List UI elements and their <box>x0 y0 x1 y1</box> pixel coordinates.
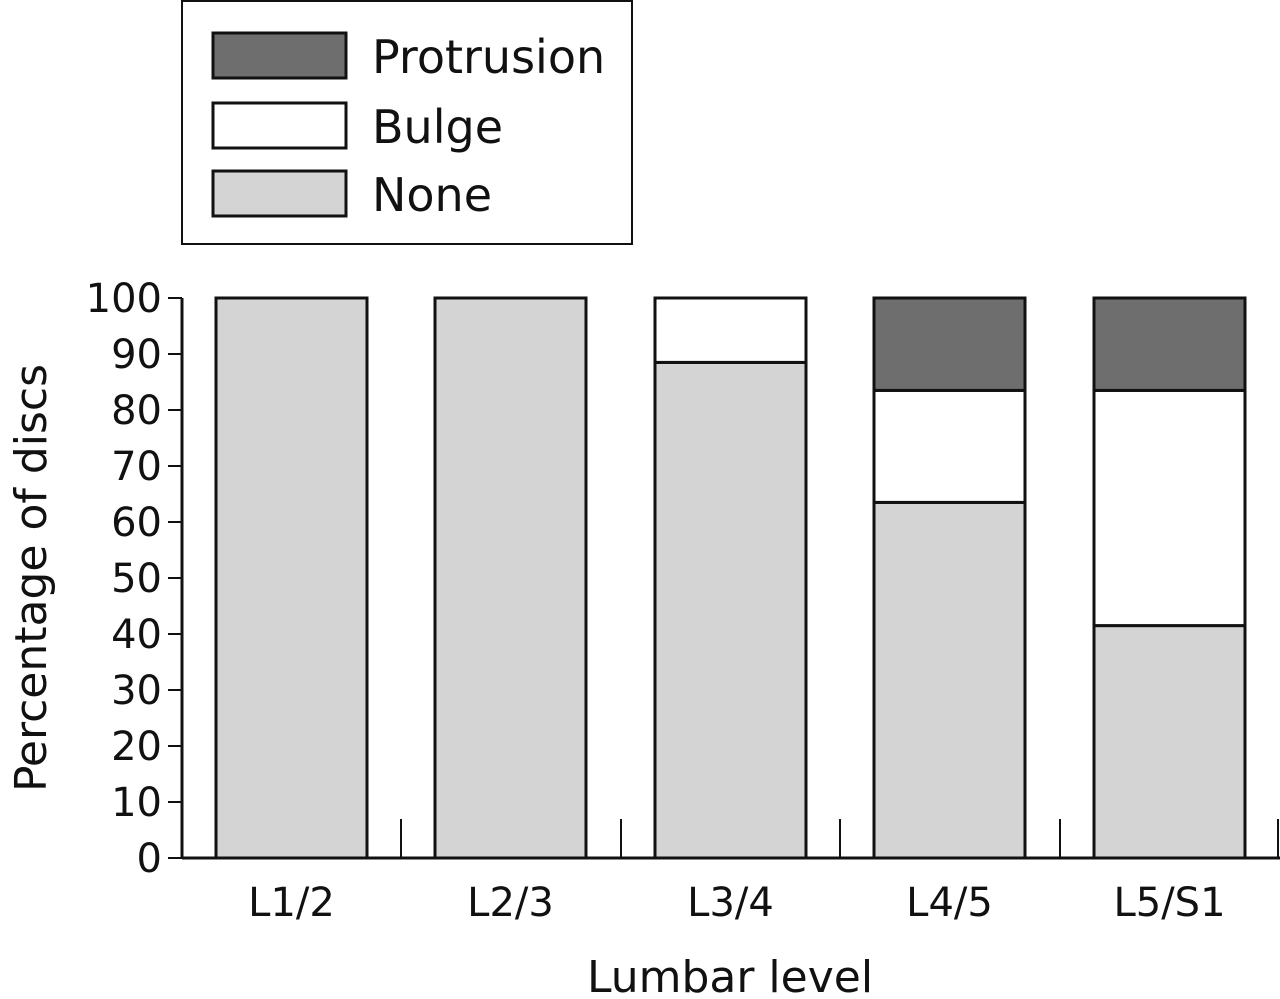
y-tick-label-10: 10 <box>111 780 162 826</box>
x-tick-label-5: L5/S1 <box>1113 880 1225 926</box>
y-axis-ticks: 0 10 20 30 40 50 60 70 80 90 100 <box>86 276 182 882</box>
y-tick-label-30: 30 <box>111 668 162 714</box>
legend-label-protrusion: Protrusion <box>372 30 605 84</box>
y-tick-label-40: 40 <box>111 612 162 658</box>
y-tick-label-20: 20 <box>111 724 162 770</box>
bar-none-1 <box>216 298 367 858</box>
y-axis-title: Percentage of discs <box>6 364 57 792</box>
x-axis-title: Lumbar level <box>587 952 873 999</box>
y-tick-label-0: 0 <box>137 836 162 882</box>
y-tick-label-70: 70 <box>111 444 162 490</box>
bar-protrusion-5 <box>1094 298 1245 390</box>
bar-none-2 <box>435 298 586 858</box>
legend: Protrusion Bulge None <box>182 1 632 244</box>
y-tick-label-90: 90 <box>111 332 162 378</box>
bars <box>216 298 1245 858</box>
x-axis-labels: L1/2 L2/3 L3/4 L4/5 L5/S1 <box>248 880 1225 926</box>
legend-swatch-protrusion <box>213 33 346 78</box>
bar-protrusion-4 <box>874 298 1025 390</box>
legend-swatch-bulge <box>213 103 346 148</box>
y-tick-label-60: 60 <box>111 500 162 546</box>
bar-bulge-4 <box>874 390 1025 502</box>
bar-none-3 <box>655 362 806 858</box>
x-tick-label-4: L4/5 <box>906 880 993 926</box>
x-tick-label-1: L1/2 <box>248 880 335 926</box>
legend-swatch-none <box>213 171 346 216</box>
y-tick-label-80: 80 <box>111 388 162 434</box>
bar-bulge-5 <box>1094 390 1245 625</box>
legend-label-bulge: Bulge <box>372 100 503 154</box>
bar-none-5 <box>1094 626 1245 858</box>
x-tick-label-3: L3/4 <box>687 880 774 926</box>
y-tick-label-50: 50 <box>111 556 162 602</box>
legend-label-none: None <box>372 168 492 222</box>
bar-bulge-3 <box>655 298 806 362</box>
bar-none-4 <box>874 502 1025 858</box>
y-tick-label-100: 100 <box>86 276 162 322</box>
x-tick-label-2: L2/3 <box>467 880 554 926</box>
